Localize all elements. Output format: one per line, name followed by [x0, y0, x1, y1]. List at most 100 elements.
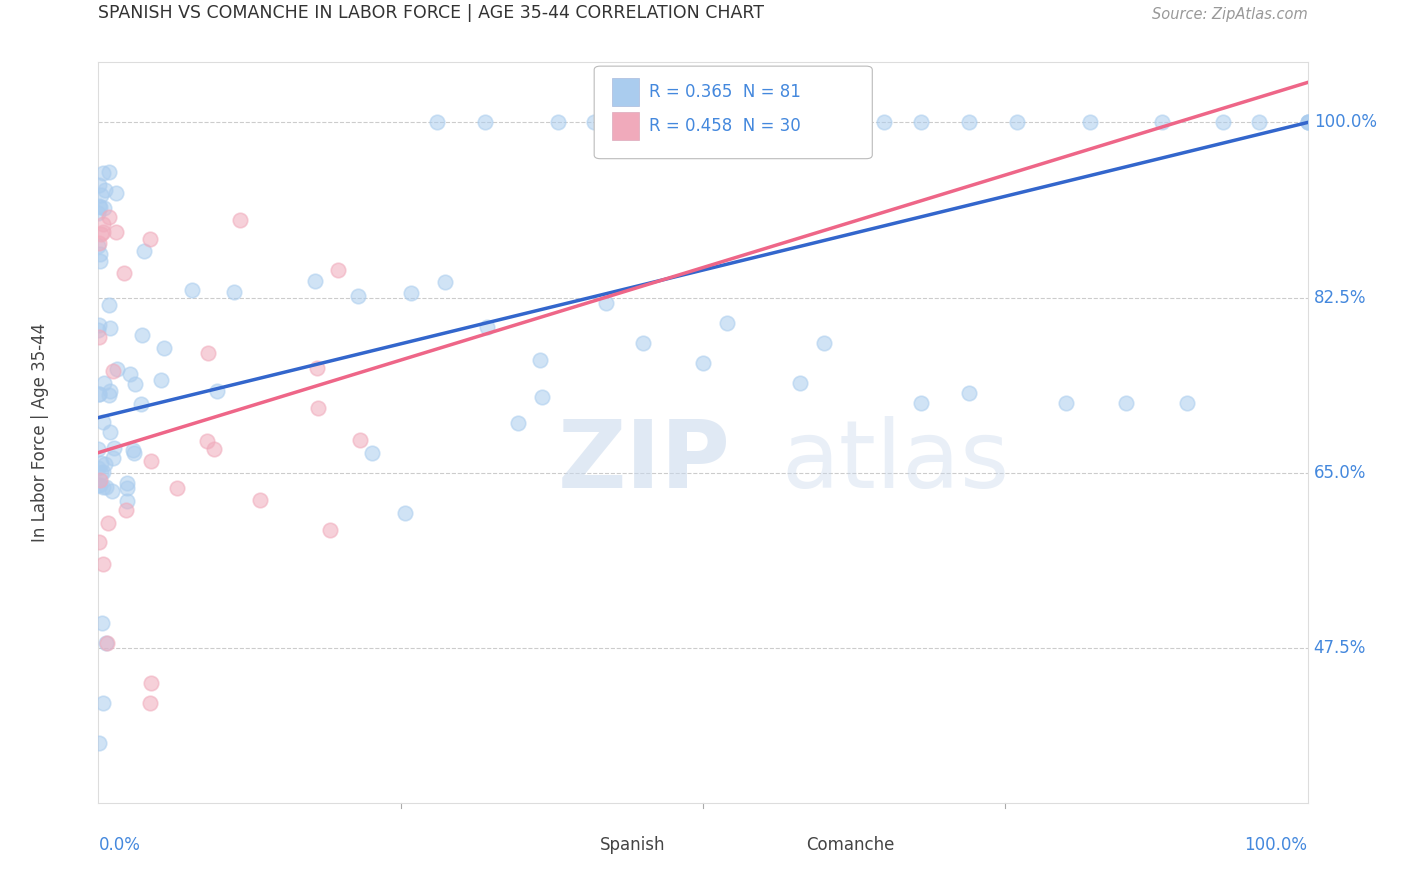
Point — [508, 416, 530, 430]
Point — [1007, 115, 1029, 129]
Point — [87, 239, 110, 253]
Point — [89, 247, 111, 261]
Point — [631, 335, 654, 350]
Text: 0.0%: 0.0% — [98, 836, 141, 855]
Point — [181, 283, 204, 297]
Point — [100, 384, 122, 399]
Point — [1296, 115, 1319, 129]
Point — [957, 115, 980, 129]
Point — [122, 446, 145, 460]
Point — [90, 615, 112, 630]
Point — [93, 166, 115, 180]
Point — [87, 736, 110, 750]
Point — [93, 376, 115, 391]
Text: 100.0%: 100.0% — [1244, 836, 1308, 855]
Point — [131, 397, 153, 411]
Point — [91, 480, 114, 494]
Point — [139, 454, 162, 468]
Point — [87, 318, 110, 332]
Point — [813, 335, 835, 350]
Point — [131, 327, 153, 342]
Point — [98, 320, 121, 334]
Text: 65.0%: 65.0% — [1313, 464, 1367, 482]
Point — [87, 387, 110, 401]
Point — [166, 481, 188, 495]
Point — [789, 376, 811, 390]
Point — [1175, 395, 1198, 409]
Point — [1296, 115, 1319, 129]
Point — [94, 458, 117, 472]
Point — [103, 441, 125, 455]
Point — [195, 434, 218, 449]
Point — [207, 384, 229, 398]
Point — [150, 373, 173, 387]
Point — [326, 263, 349, 277]
Point — [87, 235, 110, 250]
Point — [87, 442, 110, 457]
Bar — [613, 112, 638, 140]
Point — [1115, 395, 1137, 409]
Point — [222, 285, 245, 300]
Point — [93, 465, 115, 479]
Text: SPANISH VS COMANCHE IN LABOR FORCE | AGE 35-44 CORRELATION CHART: SPANISH VS COMANCHE IN LABOR FORCE | AGE… — [98, 4, 765, 21]
Text: In Labor Force | Age 35-44: In Labor Force | Age 35-44 — [31, 323, 49, 542]
Point — [132, 244, 155, 258]
Point — [93, 201, 115, 215]
Point — [91, 415, 114, 429]
Text: 82.5%: 82.5% — [1313, 288, 1367, 307]
Point — [547, 115, 569, 129]
FancyBboxPatch shape — [595, 66, 872, 159]
Point — [90, 188, 112, 202]
Point — [197, 345, 219, 359]
Point — [139, 232, 162, 246]
Point — [304, 274, 326, 288]
Point — [97, 165, 120, 179]
Bar — [613, 78, 638, 106]
Point — [347, 288, 370, 302]
Text: atlas: atlas — [782, 417, 1010, 508]
Point — [474, 115, 496, 129]
Point — [305, 361, 328, 376]
Point — [1152, 115, 1174, 129]
Point — [115, 502, 138, 516]
Point — [434, 275, 457, 289]
Point — [104, 186, 127, 200]
Point — [399, 285, 422, 300]
Point — [813, 115, 835, 129]
Point — [716, 316, 738, 330]
Point — [89, 457, 111, 471]
Point — [89, 478, 111, 492]
Point — [105, 362, 128, 376]
Point — [349, 434, 371, 448]
Point — [87, 323, 110, 337]
Point — [1054, 395, 1077, 409]
Point — [1296, 115, 1319, 129]
Point — [307, 401, 329, 416]
Point — [655, 115, 678, 129]
Point — [91, 225, 114, 239]
Point — [619, 115, 641, 129]
Text: R = 0.458  N = 30: R = 0.458 N = 30 — [648, 117, 800, 135]
Bar — [564, 836, 591, 855]
Point — [122, 442, 145, 457]
Point — [529, 352, 551, 367]
Text: Spanish: Spanish — [600, 837, 665, 855]
Point — [87, 460, 110, 475]
Point — [1249, 115, 1271, 129]
Point — [152, 341, 174, 355]
Point — [87, 387, 110, 401]
Point — [104, 226, 127, 240]
Point — [89, 201, 111, 215]
Text: Source: ZipAtlas.com: Source: ZipAtlas.com — [1152, 7, 1308, 21]
Point — [90, 466, 112, 480]
Point — [910, 115, 932, 129]
Point — [98, 425, 121, 439]
Point — [115, 482, 138, 496]
Point — [141, 675, 163, 690]
Point — [100, 483, 122, 498]
Point — [87, 199, 110, 213]
Point — [202, 442, 225, 456]
Point — [249, 493, 271, 508]
Point — [115, 493, 138, 508]
Point — [957, 385, 980, 400]
